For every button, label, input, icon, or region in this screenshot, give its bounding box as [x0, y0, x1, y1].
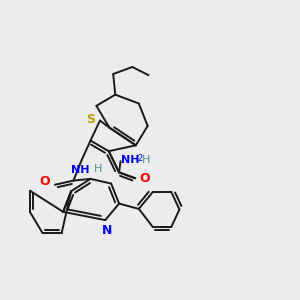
Text: H: H — [94, 164, 102, 174]
Text: NH: NH — [121, 155, 139, 165]
Text: N: N — [101, 224, 112, 237]
Text: NH: NH — [71, 165, 89, 175]
Text: S: S — [86, 112, 95, 126]
Text: H: H — [142, 155, 150, 165]
Text: O: O — [139, 172, 150, 185]
Text: O: O — [40, 175, 50, 188]
Text: 2: 2 — [137, 154, 142, 163]
